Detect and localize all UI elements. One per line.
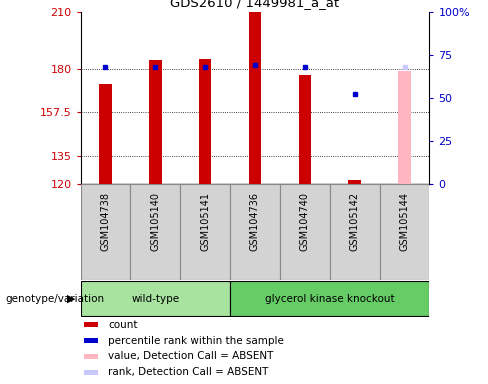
Text: GSM105140: GSM105140 <box>150 192 160 251</box>
Bar <box>180 184 230 280</box>
Bar <box>380 184 429 280</box>
Text: GSM104738: GSM104738 <box>101 192 110 251</box>
Bar <box>299 75 311 184</box>
Text: count: count <box>108 320 138 330</box>
Title: GDS2610 / 1449981_a_at: GDS2610 / 1449981_a_at <box>170 0 340 9</box>
Text: GSM104736: GSM104736 <box>250 192 260 251</box>
Text: glycerol kinase knockout: glycerol kinase knockout <box>265 293 395 304</box>
Bar <box>81 281 230 316</box>
Bar <box>348 180 361 184</box>
Bar <box>230 281 429 316</box>
Bar <box>230 184 280 280</box>
Bar <box>99 84 112 184</box>
Text: ▶: ▶ <box>66 293 75 304</box>
Text: percentile rank within the sample: percentile rank within the sample <box>108 336 285 346</box>
Bar <box>398 71 411 184</box>
Bar <box>149 60 162 184</box>
Bar <box>84 338 98 343</box>
Bar <box>84 370 98 374</box>
Bar <box>330 184 380 280</box>
Bar <box>84 354 98 359</box>
Bar <box>249 12 261 184</box>
Bar <box>199 59 211 184</box>
Text: GSM105142: GSM105142 <box>350 192 360 251</box>
Text: genotype/variation: genotype/variation <box>5 293 104 304</box>
Bar <box>280 184 330 280</box>
Bar <box>130 184 180 280</box>
Text: GSM105144: GSM105144 <box>400 192 409 251</box>
Bar <box>84 323 98 327</box>
Text: value, Detection Call = ABSENT: value, Detection Call = ABSENT <box>108 351 274 361</box>
Bar <box>81 184 130 280</box>
Text: GSM105141: GSM105141 <box>200 192 210 251</box>
Text: wild-type: wild-type <box>131 293 180 304</box>
Text: rank, Detection Call = ABSENT: rank, Detection Call = ABSENT <box>108 367 269 377</box>
Text: GSM104740: GSM104740 <box>300 192 310 251</box>
